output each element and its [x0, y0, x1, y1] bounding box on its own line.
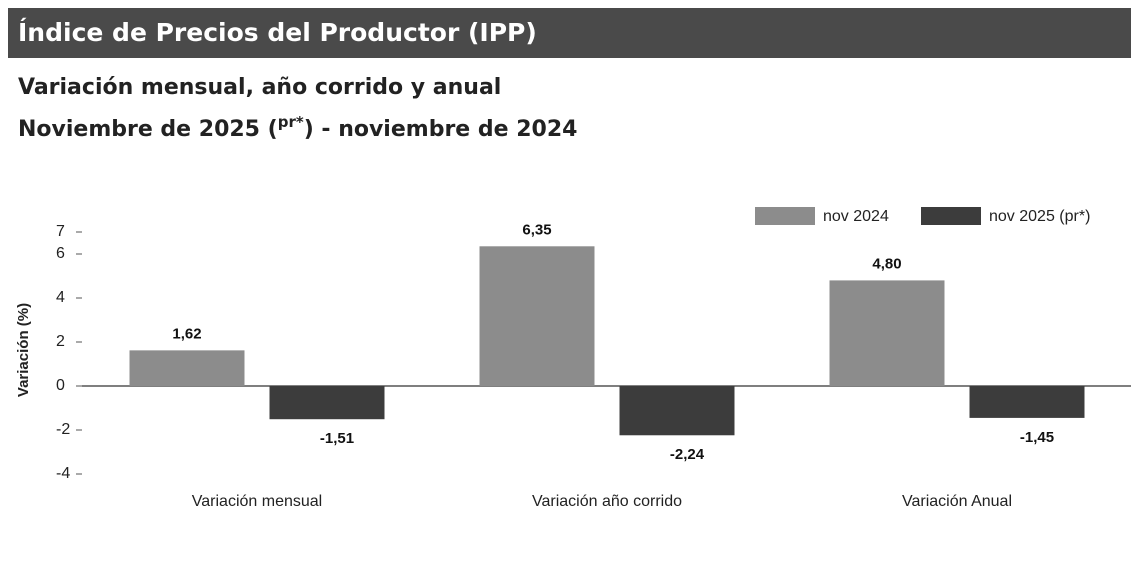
data-label: -1,45	[1020, 429, 1054, 446]
subtitle: Noviembre de 2025 (pr*) - noviembre de 2…	[18, 113, 577, 143]
bar	[269, 386, 385, 420]
bar	[129, 350, 245, 386]
header-title: Índice de Precios del Productor (IPP)	[18, 18, 537, 47]
y-tick-label: -4	[56, 465, 70, 482]
y-tick-label: 7	[56, 223, 65, 240]
x-tick-label: Variación Anual	[902, 493, 1012, 510]
legend-label: nov 2024	[823, 208, 889, 225]
y-axis-label: Variación (%)	[15, 303, 32, 397]
legend-swatch	[755, 207, 815, 225]
subtitle: Variación mensual, año corrido y anual	[18, 75, 501, 100]
data-label: -2,24	[670, 446, 705, 463]
bar	[479, 246, 595, 386]
data-label: -1,51	[320, 430, 354, 447]
y-tick-label: 4	[56, 289, 65, 306]
y-tick-label: -2	[56, 421, 70, 438]
bar	[829, 280, 945, 386]
legend-label: nov 2025 (pr*)	[989, 208, 1090, 225]
data-label: 4,80	[872, 255, 901, 272]
y-tick-label: 0	[56, 377, 65, 394]
x-tick-label: Variación mensual	[192, 493, 322, 510]
data-label: 1,62	[172, 325, 201, 342]
y-tick-label: 2	[56, 333, 65, 350]
y-tick-label: 6	[56, 245, 65, 262]
subtitle-part: ) - noviembre de 2024	[304, 117, 578, 142]
subtitle-part: Noviembre de 2025 (	[18, 117, 278, 142]
legend-swatch	[921, 207, 981, 225]
x-tick-label: Variación año corrido	[532, 493, 682, 510]
bar	[969, 386, 1085, 418]
bar	[619, 386, 735, 436]
header-bar	[8, 8, 1131, 58]
subtitle-sup: pr*	[278, 113, 304, 131]
data-label: 6,35	[522, 221, 551, 238]
